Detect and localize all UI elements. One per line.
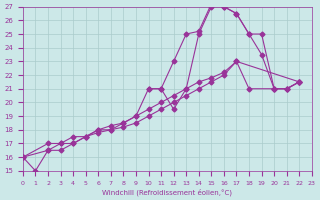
X-axis label: Windchill (Refroidissement éolien,°C): Windchill (Refroidissement éolien,°C) <box>102 188 232 196</box>
